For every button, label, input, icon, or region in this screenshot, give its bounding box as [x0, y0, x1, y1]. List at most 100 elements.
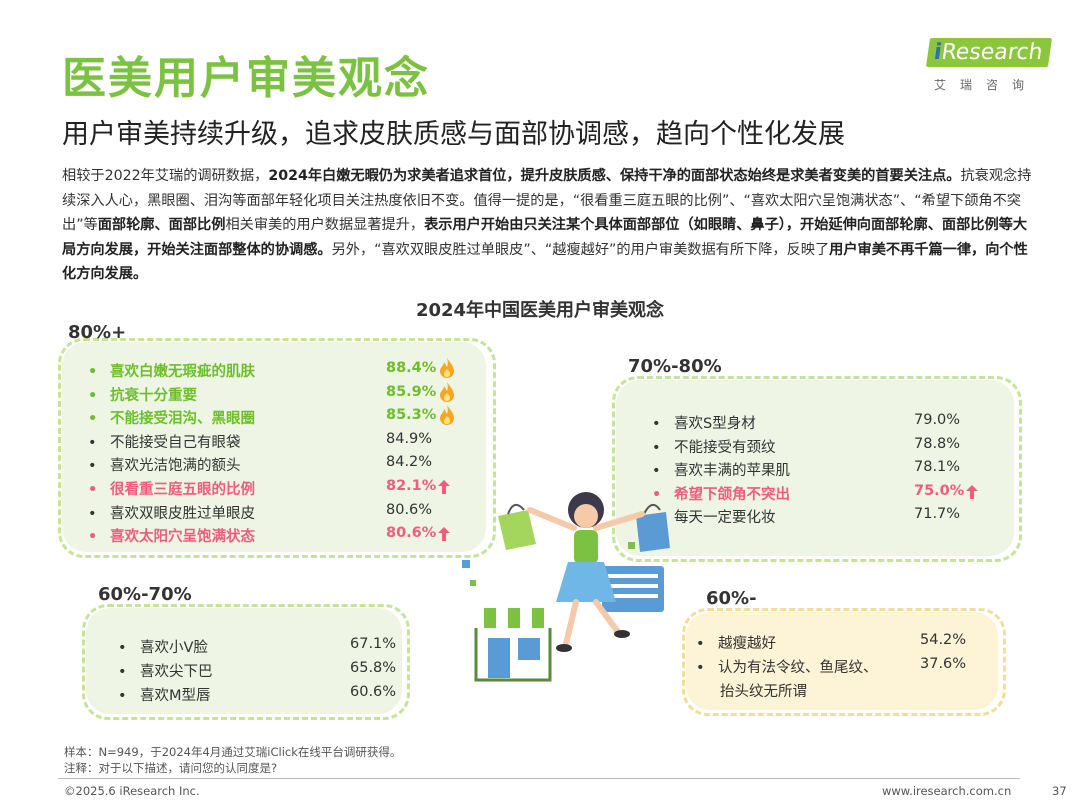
- bullet-icon: •: [88, 387, 98, 404]
- list-item-label: • 不能接受泪沟、黑眼圈: [88, 407, 255, 428]
- desc-p1: 相较于2022年艾瑞的调研数据，: [62, 168, 269, 184]
- footer-sample: 样本：N=949，于2024年4月通过艾瑞iClick在线平台调研获得。: [64, 745, 402, 759]
- page-title: 医美用户审美观念: [62, 53, 430, 104]
- list-item-text: 喜欢白嫩无瑕疵的肌肤: [110, 364, 255, 380]
- list-item-text: 每天一定要化妆: [674, 510, 776, 527]
- group-80-dashed-frame: [58, 338, 496, 558]
- group-60-dashed-frame: [82, 604, 410, 720]
- list-item-label: • 不能接受有颈纹: [652, 436, 776, 457]
- desc-b1: 2024年白嫩无暇仍为求美者追求首位，提升皮肤质感、保持干净的面部状态始终是求美…: [268, 168, 961, 184]
- list-item-label: • 喜欢丰满的苹果肌: [652, 459, 790, 480]
- bullet-icon: •: [696, 660, 705, 677]
- girl-figure: [527, 492, 645, 652]
- list-item-value: 78.8%: [914, 435, 961, 452]
- bullet-icon: •: [88, 364, 98, 380]
- bullet-icon: •: [652, 416, 661, 432]
- list-item-text: 喜欢M型唇: [140, 688, 211, 704]
- list-item-value: 60.6%: [350, 684, 397, 700]
- flame-icon: [440, 358, 454, 378]
- footer-copyright: ©2025.6 iResearch Inc.: [64, 784, 200, 798]
- group-label-under60: 60%-: [706, 588, 757, 609]
- list-item-value: 85.3%: [386, 407, 437, 424]
- list-item-value: 37.6%: [920, 656, 967, 673]
- list-item-text: 喜欢小V脸: [140, 640, 208, 656]
- bullet-icon: •: [118, 688, 127, 704]
- list-item-label: • 喜欢小V脸: [118, 636, 208, 657]
- bullet-icon: •: [88, 434, 97, 451]
- flame-icon: [440, 405, 454, 426]
- list-item-text: 认为有法令纹、鱼尾纹、: [718, 660, 878, 677]
- bullet-icon: •: [88, 529, 98, 546]
- bullet-icon: •: [118, 664, 127, 680]
- list-item-text: 很看重三庭五眼的比例: [110, 482, 255, 498]
- list-item-value: 78.1%: [914, 459, 961, 476]
- list-item-value: 67.1%: [350, 636, 397, 652]
- list-item-label: • 不能接受自己有眼袋: [88, 431, 241, 452]
- list-item-value: 84.9%: [386, 430, 433, 447]
- desc-p2: 抗衰观念持续深入人心，黑眼圈、泪沟等面部年轻化项目关注热度依旧不变。值得一提的是…: [62, 168, 1032, 233]
- desc-p3: 相关审美的用户数据显著提升，: [225, 217, 425, 233]
- group-70-dashed-frame: [612, 376, 1022, 562]
- list-item-value: 85.9%: [386, 383, 437, 400]
- list-item-value: 65.8%: [350, 660, 397, 676]
- footer-url: www.iresearch.com.cn: [882, 784, 1012, 798]
- list-item-text: 喜欢光洁饱满的额头: [110, 458, 241, 475]
- group-label-80plus: 80%+: [68, 322, 127, 343]
- store-icon: [472, 608, 554, 682]
- chart-title: 2024年中国医美用户审美观念: [415, 300, 665, 321]
- flame-icon: [440, 381, 454, 402]
- list-item-text: 越瘦越好: [718, 636, 776, 652]
- group-80-background: [62, 342, 486, 552]
- desc-b3: 表示用户开始由只关注某个具体面部部位（如眼睛、鼻子），开始延伸向面部轮廓、面部比…: [62, 217, 1028, 258]
- group-under60-dashed-frame: [682, 608, 1006, 716]
- list-item-value: 84.2%: [386, 454, 433, 471]
- description-paragraph: 相较于2022年艾瑞的调研数据，2024年白嫩无暇仍为求美者追求首位，提升皮肤质…: [62, 164, 1032, 287]
- list-item-label: • 喜欢光洁饱满的额头: [88, 454, 241, 475]
- bullet-icon: •: [118, 640, 127, 656]
- bullet-icon: •: [696, 636, 705, 652]
- group-label-70-80: 70%-80%: [628, 356, 722, 377]
- shopping-girl-illustration: [462, 492, 670, 682]
- list-item-label: • 喜欢双眼皮胜过单眼皮: [88, 502, 255, 523]
- list-item-value: 80.6%: [386, 525, 437, 542]
- bullet-icon: •: [652, 486, 662, 503]
- bullet-icon: •: [88, 505, 97, 522]
- list-item-value: 80.6%: [386, 501, 433, 518]
- list-item-text: 抗衰十分重要: [110, 387, 197, 404]
- desc-p4: 另外，“喜欢双眼皮胜过单眼皮”、“越瘦越好”的用户审美数据有所下降，反映了: [331, 241, 830, 258]
- list-item-label: • 喜欢M型唇: [118, 684, 211, 705]
- bullet-icon: •: [88, 482, 98, 498]
- group-70-background: [616, 380, 1014, 556]
- list-item-label: • 抗衰十分重要: [88, 384, 197, 405]
- group-under60-background: [686, 612, 998, 710]
- list-item-value: 75.0%: [914, 482, 965, 499]
- bullet-icon: •: [88, 458, 97, 475]
- footer-note: 注释：对于以下描述，请问您的认同度是?: [64, 761, 278, 775]
- list-item-text: 喜欢尖下巴: [140, 664, 213, 680]
- logo-brand: Research: [939, 40, 1045, 65]
- list-item-label: • 喜欢太阳穴呈饱满状态: [88, 525, 255, 546]
- list-item-text: 喜欢太阳穴呈饱满状态: [110, 529, 255, 546]
- list-item-label: • 喜欢S型身材: [652, 412, 756, 433]
- up-arrow-icon: [438, 527, 450, 542]
- list-item-label: • 很看重三庭五眼的比例: [88, 478, 255, 499]
- list-item-label: • 认为有法令纹、鱼尾纹、: [696, 656, 878, 677]
- footer-divider: [58, 778, 1020, 779]
- up-arrow-icon: [438, 480, 450, 494]
- list-item-text: 不能接受有颈纹: [674, 439, 776, 456]
- page-subtitle: 用户审美持续升级，追求皮肤质感与面部协调感，趋向个性化发展: [62, 119, 845, 150]
- shopping-bag-icon: [498, 503, 536, 550]
- bullet-icon: •: [652, 439, 661, 456]
- page-number: 37: [1052, 784, 1067, 798]
- list-item-value: 79.0%: [914, 412, 961, 428]
- shopping-bag-icon: [636, 503, 670, 552]
- up-arrow-icon: [966, 484, 978, 499]
- logo-cn: 艾瑞咨询: [934, 78, 1039, 92]
- list-item-label: • 喜欢白嫩无瑕疵的肌肤: [88, 360, 255, 381]
- list-item-text: 喜欢双眼皮胜过单眼皮: [110, 505, 255, 522]
- list-item-value: 82.1%: [386, 478, 437, 494]
- bullet-icon: •: [88, 411, 98, 428]
- list-item-text: 希望下颌角不突出: [674, 486, 790, 503]
- list-item-text: 喜欢S型身材: [674, 416, 756, 432]
- desc-b2: 面部轮廓、面部比例: [97, 217, 226, 233]
